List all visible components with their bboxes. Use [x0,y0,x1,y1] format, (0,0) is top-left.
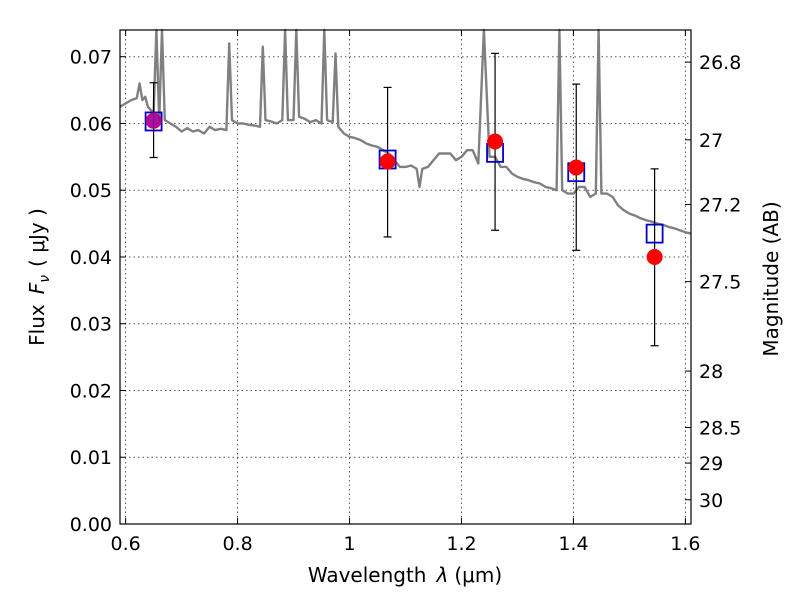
y-tick-label: 0.06 [70,113,112,135]
y-axis-label-subscript: ν [37,275,53,283]
y-tick-label: 0.05 [70,180,112,202]
x-axis-label-text: Wavelength [308,563,427,587]
y-tick-label: 0.00 [70,514,112,536]
y2-tick-label: 28 [699,361,723,383]
plot-frame [119,29,692,525]
y-tick-label: 0.04 [70,247,112,269]
x-ticks: 0.6 0.8 1 1.2 1.4 1.6 [110,30,701,555]
observed-point [568,159,585,176]
y2-tick-label: 27 [699,130,723,152]
grid-lines [120,30,691,524]
x-axis-label-unit: (μm) [454,563,502,587]
x-tick-label: 0.6 [110,533,140,555]
y2-tick-label: 29 [699,453,723,475]
y-axis-label-unit: ( μJy ) [25,208,49,267]
y-axis-label-text: Flux [25,304,49,346]
observed-point-overlap [146,113,162,129]
y-ticks: 0.00 0.01 0.02 0.03 0.04 0.05 0.06 0.07 [70,47,126,536]
observed-point [646,248,663,265]
x-tick-label: 1.4 [558,533,588,555]
y2-ticks: 26.8 27 27.2 27.5 28 28.5 29 30 [685,52,741,512]
y-tick-label: 0.02 [70,380,112,402]
y-tick-label: 0.01 [70,447,112,469]
x-tick-label: 1.6 [670,533,700,555]
observed-point [379,153,396,170]
model-point [645,223,664,244]
y-axis-label: Flux Fν ( μJy ) [25,208,53,346]
y2-tick-label: 30 [699,490,723,512]
observed-point [487,133,504,150]
y2-tick-label: 27.2 [699,194,741,216]
spectrum-line [119,28,692,235]
x-tick-label: 1.2 [446,533,476,555]
y2-axis-label: Magnitude (AB) [759,201,783,356]
observed-points [145,112,663,265]
x-axis-label: Wavelength λ (μm) [308,563,502,587]
model-point [144,111,163,132]
y-tick-label: 0.03 [70,314,112,336]
plot-background [120,30,691,524]
y2-tick-label: 28.5 [699,418,741,440]
spectrum-series [119,28,692,235]
y-tick-label: 0.07 [70,47,112,69]
y-axis-label-symbol: F [25,282,49,294]
x-tick-label: 0.8 [222,533,252,555]
y2-tick-label: 26.8 [699,52,741,74]
x-tick-label: 1 [343,533,355,555]
y2-tick-label: 27.5 [699,272,741,294]
x-axis-label-symbol: λ [436,563,449,587]
